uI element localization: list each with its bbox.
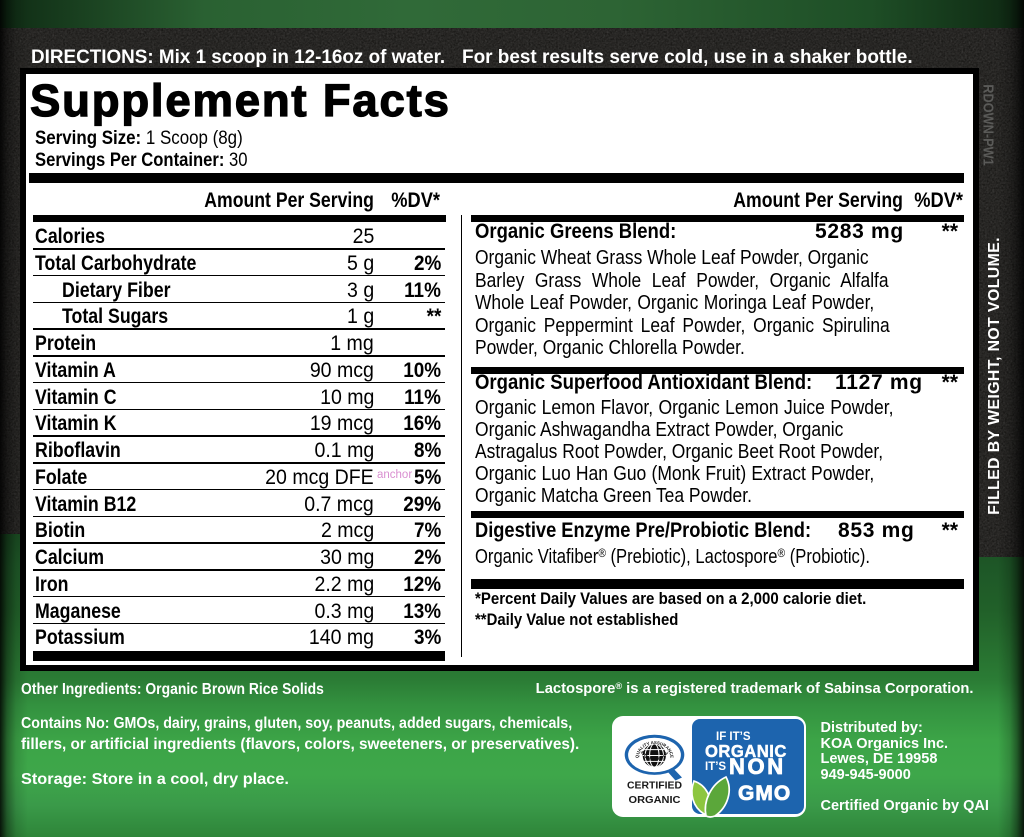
svg-text:CERTIFIED: CERTIFIED: [627, 780, 682, 792]
svg-text:ORGANIC: ORGANIC: [629, 794, 681, 806]
